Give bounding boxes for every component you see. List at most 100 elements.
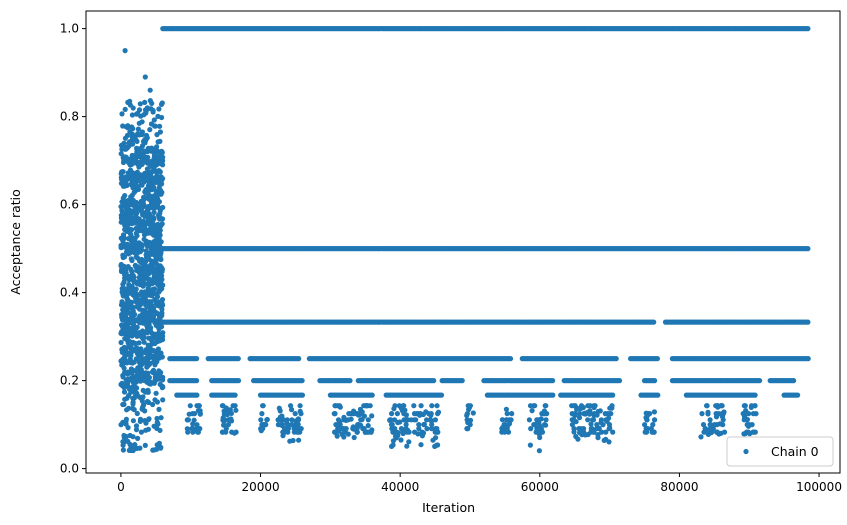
data-point-1240 xyxy=(139,182,145,188)
data-point-3963 xyxy=(714,429,720,435)
data-point-3267 xyxy=(369,392,375,398)
data-point-3497 xyxy=(260,403,266,409)
data-point-3532 xyxy=(276,405,282,411)
data-point-1217 xyxy=(140,218,146,224)
data-point-704 xyxy=(159,306,165,312)
data-point-3464 xyxy=(191,417,197,423)
data-point-3950 xyxy=(707,422,713,428)
data-point-1377 xyxy=(153,332,159,338)
data-point-3879 xyxy=(606,426,612,432)
data-point-1012 xyxy=(157,427,163,433)
data-point-1232 xyxy=(145,217,151,223)
data-point-3488 xyxy=(233,407,239,413)
data-point-3943 xyxy=(699,411,705,417)
data-point-1312 xyxy=(122,286,128,292)
data-point-1155 xyxy=(119,322,125,328)
data-point-1266 xyxy=(155,154,161,160)
data-point-223 xyxy=(120,447,126,453)
data-point-1213 xyxy=(151,117,157,123)
data-point-3517 xyxy=(289,417,295,423)
data-point-3500 xyxy=(259,411,265,417)
data-point-3705 xyxy=(397,419,403,425)
data-point-1115 xyxy=(141,236,147,242)
data-point-3448 xyxy=(196,403,202,409)
data-point-3341 xyxy=(550,392,556,398)
data-point-1273 xyxy=(151,184,157,190)
data-point-3490 xyxy=(219,429,226,435)
data-point-3487 xyxy=(228,418,235,424)
data-point-3722 xyxy=(413,417,419,423)
data-point-1283 xyxy=(125,334,131,340)
data-point-1380 xyxy=(160,282,166,288)
data-points xyxy=(118,26,811,454)
data-point-1173 xyxy=(120,240,127,246)
data-point-1236 xyxy=(119,146,125,152)
data-point-812 xyxy=(130,405,136,411)
data-point-1376 xyxy=(143,293,149,299)
data-point-3036 xyxy=(459,378,465,384)
data-point-3712 xyxy=(432,443,438,449)
data-point-3882 xyxy=(572,412,578,418)
data-point-1039 xyxy=(152,362,158,368)
data-point-3200 xyxy=(194,392,200,398)
data-point-1358 xyxy=(122,154,128,160)
data-point-3914 xyxy=(643,410,649,416)
data-point-539 xyxy=(130,197,136,203)
data-point-1328 xyxy=(152,179,158,185)
data-point-3854 xyxy=(590,417,597,423)
x-tick-label: 20000 xyxy=(241,480,279,494)
data-point-3729 xyxy=(412,429,418,435)
data-point-3838 xyxy=(598,417,605,423)
data-point-2958 xyxy=(299,378,305,384)
data-point-3857 xyxy=(599,429,605,435)
data-point-2812 xyxy=(654,356,661,362)
data-point-586 xyxy=(154,144,160,150)
data-point-3435 xyxy=(795,392,801,398)
data-point-3545 xyxy=(287,438,293,444)
data-point-3850 xyxy=(588,421,594,427)
data-point-1248 xyxy=(128,340,134,346)
data-point-1211 xyxy=(118,204,124,210)
data-point-1342 xyxy=(119,264,126,270)
data-point-971 xyxy=(132,294,138,300)
data-point-3460 xyxy=(197,411,203,417)
data-point-1326 xyxy=(119,362,125,368)
data-point-772 xyxy=(154,294,161,300)
y-axis-label: Acceptance ratio xyxy=(8,189,23,295)
data-point-3864 xyxy=(571,426,577,432)
data-point-1363 xyxy=(155,199,161,205)
data-point-1276 xyxy=(128,156,134,162)
data-point-946 xyxy=(145,389,151,395)
data-point-3881 xyxy=(577,430,583,436)
data-point-1318 xyxy=(137,347,144,354)
data-point-1205 xyxy=(141,159,147,165)
data-point-3762 xyxy=(503,406,509,412)
data-point-3791 xyxy=(528,426,534,432)
data-point-206 xyxy=(153,390,159,396)
data-point-3493 xyxy=(230,403,236,409)
data-point-3598 xyxy=(332,411,338,417)
data-point-1023 xyxy=(137,315,143,321)
data-point-3748 xyxy=(470,410,476,416)
data-point-1301 xyxy=(157,286,164,292)
data-point-1367 xyxy=(120,293,126,299)
data-point-1109 xyxy=(159,181,165,187)
data-point-2928 xyxy=(235,378,242,384)
data-point-1191 xyxy=(144,105,150,111)
data-point-1378 xyxy=(130,322,137,328)
data-point-1282 xyxy=(136,150,142,156)
data-point-2911 xyxy=(194,378,200,384)
data-point-1036 xyxy=(159,150,165,156)
data-point-3550 xyxy=(280,417,287,423)
data-point-3437 xyxy=(194,422,200,428)
data-point-1315 xyxy=(148,299,154,305)
data-point-3869 xyxy=(587,411,593,417)
data-point-1348 xyxy=(119,169,125,175)
data-point-3803 xyxy=(527,403,534,409)
data-point-1330 xyxy=(143,265,149,271)
data-point-475 xyxy=(129,112,135,118)
data-point-878 xyxy=(154,419,160,425)
data-point-3962 xyxy=(707,426,713,432)
data-point-2617 xyxy=(296,356,302,362)
data-point-1354 xyxy=(141,356,147,362)
